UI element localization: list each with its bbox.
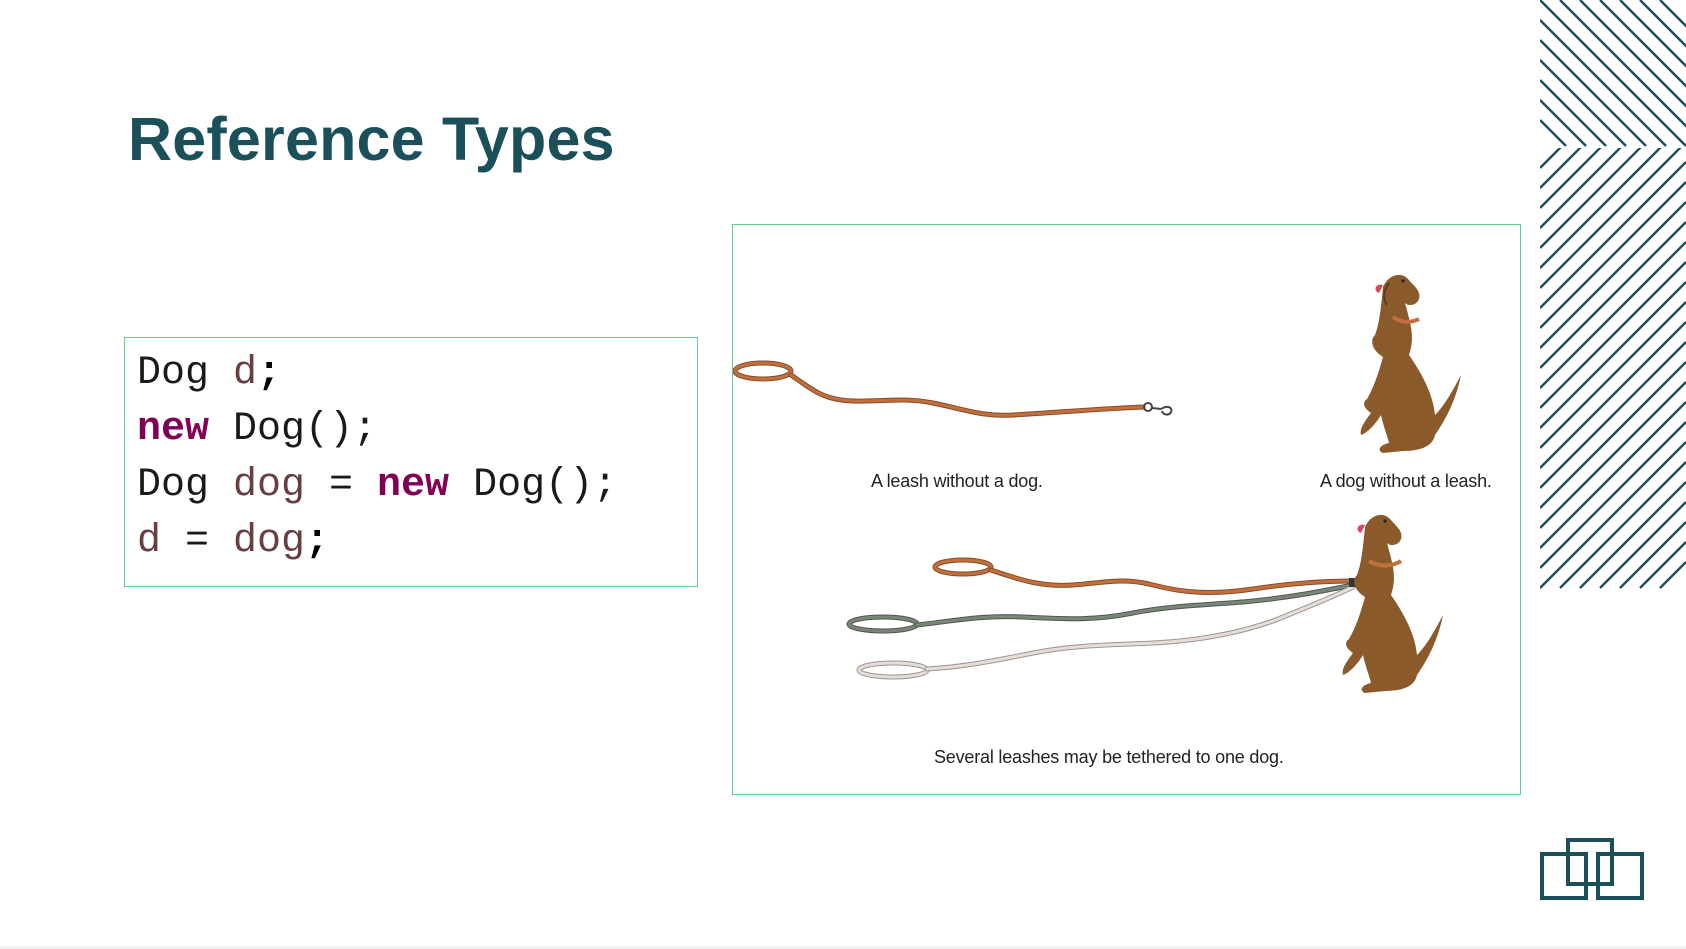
code-keyword: new [377, 463, 450, 508]
code-line: Dog dog = new Dog(); [137, 458, 697, 514]
interlocking-boxes-logo [1540, 838, 1644, 900]
slide-bottom-edge [0, 946, 1686, 949]
leash-dog-figure: A leash without a dog. A dog without a l… [732, 224, 1521, 795]
code-text: Dog(); [449, 463, 618, 508]
code-snippet: Dog d; new Dog(); Dog dog = new Dog(); d… [124, 337, 698, 587]
code-semicolon: ; [257, 351, 282, 396]
code-variable: dog [233, 463, 306, 508]
code-semicolon: ; [305, 519, 330, 564]
caption-leash-without-dog: A leash without a dog. [871, 471, 1043, 491]
code-variable: dog [233, 519, 306, 564]
tethered-leashes-image [846, 514, 1443, 693]
code-variable: d [137, 519, 162, 564]
dog-without-leash-image [1360, 274, 1461, 453]
code-variable: d [233, 351, 258, 396]
leash-without-dog-image [733, 360, 1173, 418]
caption-dog-without-leash: A dog without a leash. [1320, 471, 1492, 491]
code-text: Dog [137, 463, 234, 508]
code-text: Dog(); [209, 407, 378, 452]
code-line: new Dog(); [137, 402, 697, 458]
code-text: = [305, 463, 378, 508]
leash-dog-illustration [733, 274, 1461, 693]
code-text: = [161, 519, 234, 564]
code-text: Dog [137, 351, 234, 396]
code-line: d = dog; [137, 514, 697, 570]
diagonal-stripes-decoration [1540, 0, 1686, 589]
caption-tethered-leashes: Several leashes may be tethered to one d… [934, 747, 1284, 767]
code-keyword: new [137, 407, 210, 452]
code-line: Dog d; [137, 346, 697, 402]
slide-title: Reference Types [128, 105, 615, 173]
